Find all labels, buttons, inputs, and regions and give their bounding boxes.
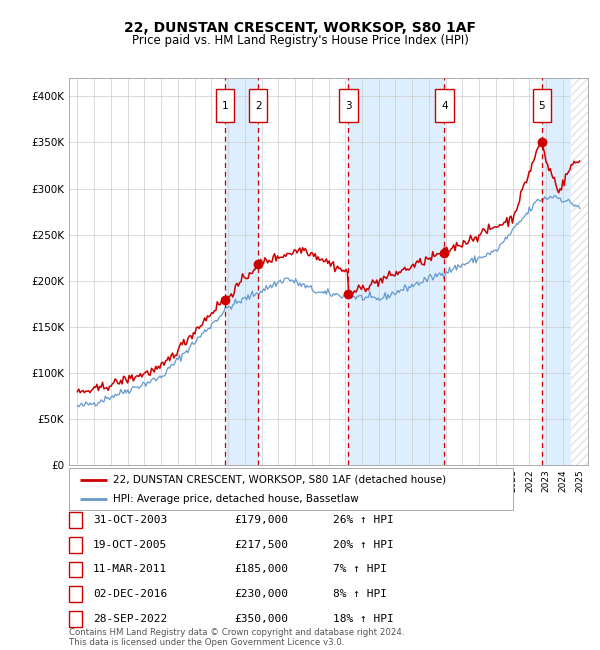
Text: £185,000: £185,000 bbox=[234, 564, 288, 575]
Bar bbox=[571, 78, 588, 465]
Text: 11-MAR-2011: 11-MAR-2011 bbox=[93, 564, 167, 575]
Bar bbox=[542, 78, 580, 465]
Text: 22, DUNSTAN CRESCENT, WORKSOP, S80 1AF: 22, DUNSTAN CRESCENT, WORKSOP, S80 1AF bbox=[124, 21, 476, 35]
Bar bbox=[225, 78, 258, 465]
Text: Price paid vs. HM Land Registry's House Price Index (HPI): Price paid vs. HM Land Registry's House … bbox=[131, 34, 469, 47]
Text: 2: 2 bbox=[72, 540, 79, 550]
FancyBboxPatch shape bbox=[435, 89, 454, 122]
Text: 20% ↑ HPI: 20% ↑ HPI bbox=[333, 540, 394, 550]
Text: 4: 4 bbox=[441, 101, 448, 111]
Text: 22, DUNSTAN CRESCENT, WORKSOP, S80 1AF (detached house): 22, DUNSTAN CRESCENT, WORKSOP, S80 1AF (… bbox=[113, 475, 446, 485]
Text: 5: 5 bbox=[72, 614, 79, 624]
Text: HPI: Average price, detached house, Bassetlaw: HPI: Average price, detached house, Bass… bbox=[113, 494, 359, 504]
Text: £350,000: £350,000 bbox=[234, 614, 288, 624]
Bar bbox=[571, 78, 588, 465]
Text: 2: 2 bbox=[255, 101, 262, 111]
FancyBboxPatch shape bbox=[249, 89, 268, 122]
Text: 18% ↑ HPI: 18% ↑ HPI bbox=[333, 614, 394, 624]
Text: £230,000: £230,000 bbox=[234, 589, 288, 599]
FancyBboxPatch shape bbox=[339, 89, 358, 122]
FancyBboxPatch shape bbox=[533, 89, 551, 122]
Text: 19-OCT-2005: 19-OCT-2005 bbox=[93, 540, 167, 550]
Text: 4: 4 bbox=[72, 589, 79, 599]
Bar bbox=[349, 78, 445, 465]
Text: 8% ↑ HPI: 8% ↑ HPI bbox=[333, 589, 387, 599]
Text: £179,000: £179,000 bbox=[234, 515, 288, 525]
Text: 1: 1 bbox=[222, 101, 229, 111]
Text: 1: 1 bbox=[72, 515, 79, 525]
Text: £217,500: £217,500 bbox=[234, 540, 288, 550]
Text: 28-SEP-2022: 28-SEP-2022 bbox=[93, 614, 167, 624]
Text: 7% ↑ HPI: 7% ↑ HPI bbox=[333, 564, 387, 575]
Text: 3: 3 bbox=[345, 101, 352, 111]
Text: 31-OCT-2003: 31-OCT-2003 bbox=[93, 515, 167, 525]
Text: 26% ↑ HPI: 26% ↑ HPI bbox=[333, 515, 394, 525]
Text: 5: 5 bbox=[538, 101, 545, 111]
Text: 3: 3 bbox=[72, 564, 79, 575]
FancyBboxPatch shape bbox=[216, 89, 235, 122]
Text: 02-DEC-2016: 02-DEC-2016 bbox=[93, 589, 167, 599]
Text: Contains HM Land Registry data © Crown copyright and database right 2024.
This d: Contains HM Land Registry data © Crown c… bbox=[69, 628, 404, 647]
